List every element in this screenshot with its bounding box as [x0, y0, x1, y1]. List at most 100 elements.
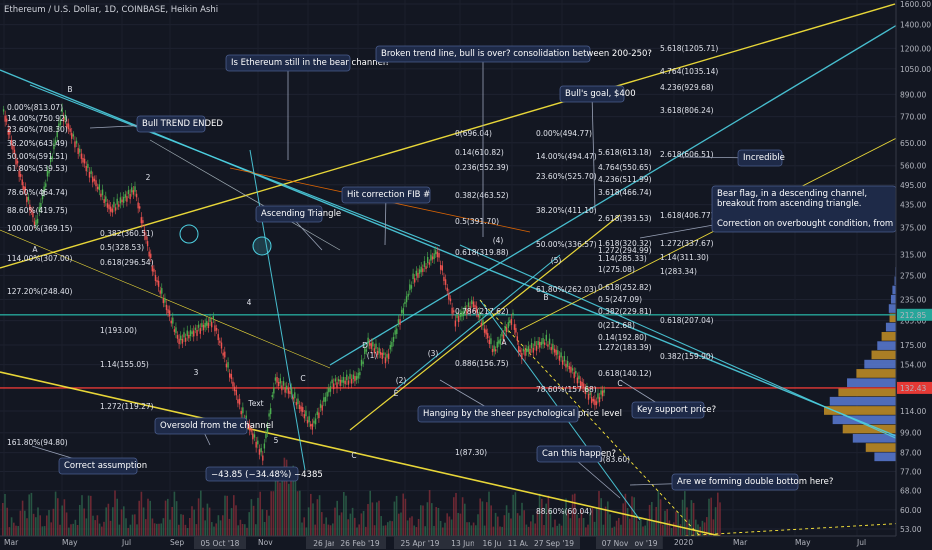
volume-bar — [653, 520, 655, 536]
candle-body — [148, 251, 150, 257]
candle-body — [126, 196, 128, 202]
candle-body — [334, 378, 337, 382]
candle-body — [499, 338, 502, 345]
volume-bar — [600, 498, 602, 536]
price-tick-label: 87.00 — [900, 449, 922, 458]
fib-left-label: 0.00%(813.07) — [7, 103, 63, 112]
volume-profile-bar — [871, 350, 896, 360]
volume-bar — [292, 465, 294, 536]
candle-body — [386, 354, 388, 358]
candle-body — [108, 204, 110, 210]
candle-body — [137, 202, 139, 209]
volume-bar — [120, 509, 123, 536]
candle-body — [93, 178, 96, 182]
price-tick-label: 60.00 — [900, 506, 922, 515]
candle-body — [4, 115, 6, 122]
candle-body — [472, 301, 475, 308]
volume-bar — [13, 522, 15, 536]
volume-bar — [8, 527, 11, 536]
candle-body — [2, 109, 5, 112]
wave-label: (4) — [493, 236, 504, 245]
volume-bar — [296, 491, 299, 536]
volume-profile-bar — [892, 285, 896, 295]
fib-ext1-label: 3.618(466.74) — [598, 188, 652, 197]
candle-body — [482, 319, 484, 326]
volume-bar — [266, 510, 268, 536]
candle-body — [289, 391, 291, 395]
candle-body — [67, 123, 70, 130]
price-tick-label: 1050.00 — [900, 65, 931, 74]
fib-right-label: 14.00%(494.47) — [536, 152, 597, 161]
candle-body — [29, 204, 31, 211]
candle-body — [540, 341, 543, 346]
candle-body — [45, 183, 47, 187]
volume-bar — [259, 491, 261, 536]
volume-bar — [472, 522, 475, 536]
volume-bar — [354, 517, 356, 536]
date-badge-label: 27 Sep '19 — [534, 539, 574, 548]
candle-body — [237, 399, 239, 404]
volume-bar — [659, 499, 662, 536]
volume-bar — [637, 521, 640, 536]
volume-bar — [215, 523, 217, 536]
annotation-text: Correct assumption — [64, 461, 147, 471]
fib-center-label: 0.786(217.62) — [455, 307, 509, 316]
candle-body — [324, 396, 327, 402]
fib-center-label: 0.618(319.88) — [455, 248, 509, 257]
candle-body — [257, 440, 259, 445]
volume-bar — [576, 514, 578, 536]
candle-body — [6, 118, 8, 122]
candle-body — [423, 261, 426, 267]
candle-body — [347, 380, 350, 385]
fib-right-label: 23.60%(525.70) — [536, 172, 597, 181]
volume-bar — [138, 500, 140, 536]
candle-body — [49, 156, 52, 163]
candle-body — [186, 330, 188, 337]
trendline — [29, 84, 441, 247]
volume-bar — [587, 524, 589, 536]
price-tick-label: 205.00 — [900, 317, 926, 326]
candle-body — [41, 195, 44, 200]
candle-body — [368, 342, 371, 346]
candle-body — [235, 389, 237, 396]
candle-body — [131, 187, 133, 193]
volume-bar — [142, 507, 145, 536]
candle-body — [15, 158, 17, 165]
candle-body — [591, 397, 593, 404]
candle-body — [178, 338, 180, 345]
fib-center-label: 0.14(610.82) — [455, 148, 504, 157]
volume-bar — [316, 499, 319, 536]
candle-body — [362, 361, 364, 364]
candle-body — [262, 455, 264, 461]
candle-body — [265, 434, 267, 439]
price-tick-label: 1600.00 — [900, 0, 931, 9]
candle-body — [38, 206, 40, 212]
wave-label: Text — [247, 399, 263, 408]
volume-bar — [409, 517, 411, 536]
candle-body — [474, 304, 476, 308]
candle-body — [341, 379, 343, 383]
volume-profile-bar — [832, 415, 896, 425]
volume-bar — [274, 480, 277, 536]
volume-profile-bar — [885, 322, 896, 332]
candle-body — [553, 348, 556, 353]
candle-body — [467, 302, 470, 307]
volume-bar — [532, 514, 534, 536]
volume-bar — [57, 498, 59, 536]
volume-bar — [534, 523, 536, 536]
candle-body — [469, 306, 471, 312]
candle-body — [459, 313, 462, 317]
candle-body — [306, 420, 309, 424]
candle-body — [85, 165, 87, 172]
volume-bar — [367, 504, 369, 536]
volume-bar — [626, 508, 629, 536]
fib-ext2-label: 4.764(1035.14) — [660, 67, 718, 76]
price-axis: 1600.00 1400.00 1200.00 1050.00 890.00 770.00… — [895, 0, 932, 550]
volume-bar — [171, 506, 173, 536]
candle-body — [193, 330, 195, 337]
candle-body — [581, 381, 583, 387]
candle-body — [483, 328, 486, 333]
horizontal-levels — [0, 314, 896, 389]
candle-body — [443, 276, 445, 281]
